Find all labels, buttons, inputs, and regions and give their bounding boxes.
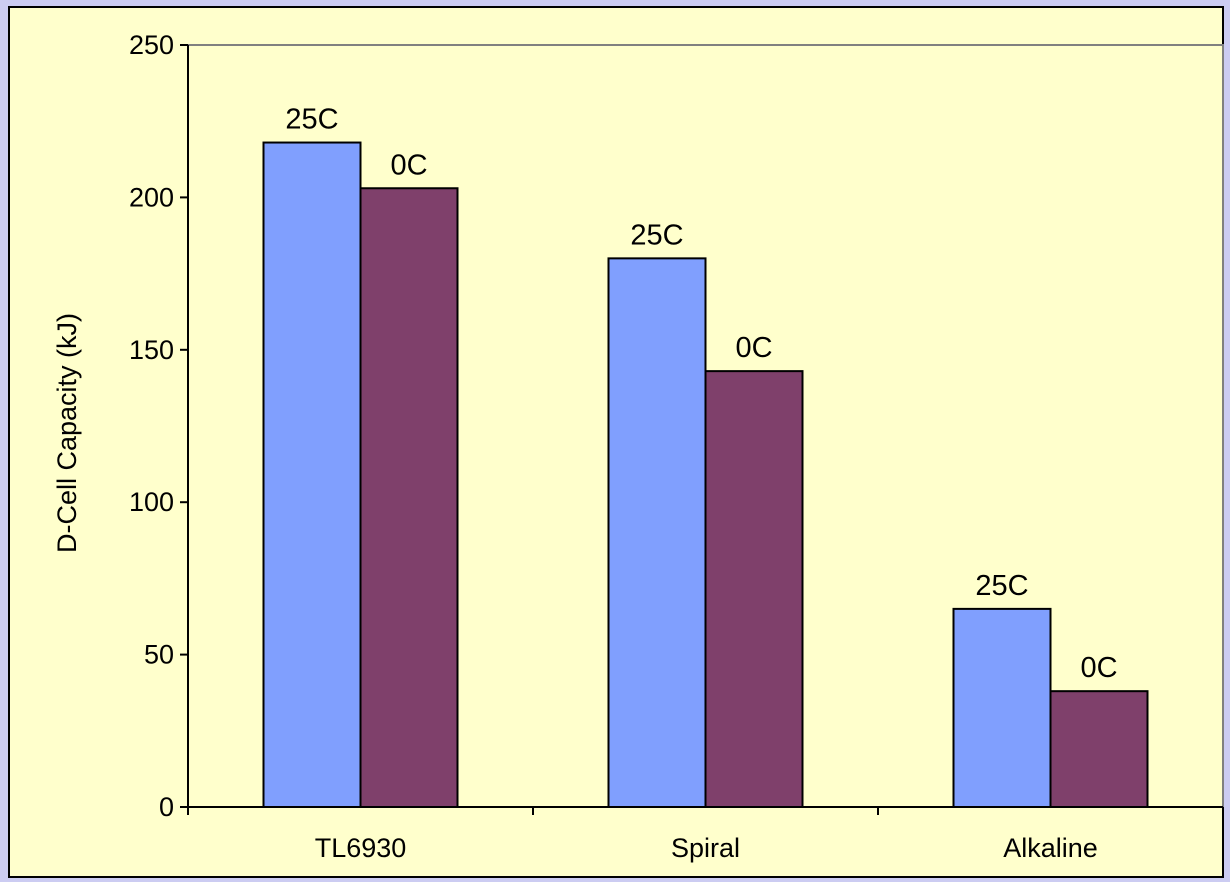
bar [262,141,362,808]
bar-data-label: 0C [735,332,772,364]
bar-data-label: 25C [630,219,683,251]
x-category-label: TL6930 [315,833,407,863]
bar-data-label: 0C [390,149,427,181]
plot-area-border [188,44,1224,807]
y-tick-label: 250 [129,30,174,60]
y-tick-label: 200 [129,182,174,212]
chart-frame: 0 50 100 150 200 250 TL6930 Spiral Alkaline 25C 0… [8,6,1224,878]
y-tick-label: 100 [129,487,174,517]
bar [359,187,459,809]
y-tick-label: 150 [129,335,174,365]
bar [1049,690,1149,809]
bar [704,370,804,808]
x-category-label: Spiral [671,833,740,863]
bar [952,607,1052,808]
bar-chart: 0 50 100 150 200 250 TL6930 Spiral Alkaline 25C 0… [52,30,1224,863]
y-axis-title: D-Cell Capacity (kJ) [52,313,82,553]
bar-data-label: 25C [285,104,338,136]
bar-data-label: 0C [1080,652,1117,684]
bar-data-label: 25C [975,570,1028,602]
y-tick-label: 0 [159,792,174,822]
x-category-label: Alkaline [1003,833,1098,863]
bar [607,257,707,809]
y-tick-label: 50 [144,640,174,670]
